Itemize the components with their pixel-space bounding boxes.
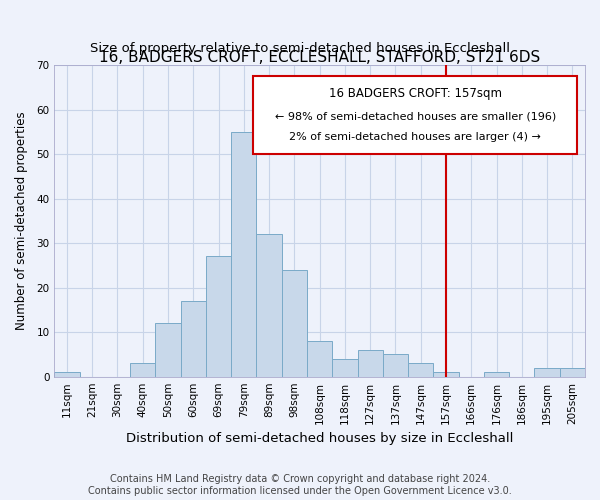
Bar: [155, 323, 181, 376]
X-axis label: Distribution of semi-detached houses by size in Eccleshall: Distribution of semi-detached houses by …: [126, 432, 514, 445]
Bar: [181, 301, 206, 376]
Bar: [358, 350, 383, 376]
Bar: [130, 364, 155, 376]
Text: Size of property relative to semi-detached houses in Eccleshall: Size of property relative to semi-detach…: [90, 42, 510, 56]
Title: 16, BADGERS CROFT, ECCLESHALL, STAFFORD, ST21 6DS: 16, BADGERS CROFT, ECCLESHALL, STAFFORD,…: [99, 50, 540, 65]
Bar: [307, 341, 332, 376]
Bar: [560, 368, 585, 376]
Bar: [383, 354, 408, 376]
Bar: [55, 372, 80, 376]
FancyBboxPatch shape: [253, 76, 577, 154]
Text: 16 BADGERS CROFT: 157sqm: 16 BADGERS CROFT: 157sqm: [329, 88, 502, 101]
Y-axis label: Number of semi-detached properties: Number of semi-detached properties: [15, 112, 28, 330]
Bar: [231, 132, 256, 376]
Bar: [332, 359, 358, 376]
Text: ← 98% of semi-detached houses are smaller (196): ← 98% of semi-detached houses are smalle…: [275, 112, 556, 122]
Bar: [535, 368, 560, 376]
Text: 2% of semi-detached houses are larger (4) →: 2% of semi-detached houses are larger (4…: [289, 132, 541, 142]
Bar: [484, 372, 509, 376]
Bar: [206, 256, 231, 376]
Bar: [408, 364, 433, 376]
Text: Contains HM Land Registry data © Crown copyright and database right 2024.: Contains HM Land Registry data © Crown c…: [110, 474, 490, 484]
Text: Contains public sector information licensed under the Open Government Licence v3: Contains public sector information licen…: [88, 486, 512, 496]
Bar: [256, 234, 282, 376]
Bar: [282, 270, 307, 376]
Bar: [433, 372, 458, 376]
